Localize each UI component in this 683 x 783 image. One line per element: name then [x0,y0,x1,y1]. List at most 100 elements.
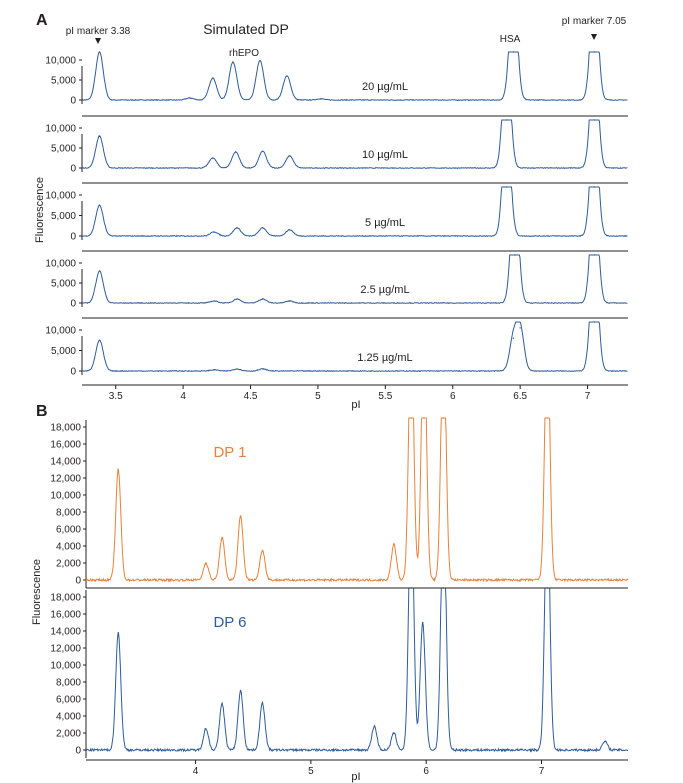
panel-b-series-1-peak-3 [239,689,242,692]
panel-a-series-4-peak-1 [213,369,215,371]
panel-b-series-0-peak-8 [442,417,445,419]
panel-a-y-tick-label: 0 [70,367,76,378]
panel-b-series-0-peak-0 [117,468,120,471]
panel-b-y-tick-label: 4,000 [56,712,81,723]
rhepo-label: rhEPO [229,48,259,59]
panel-b-y-tick-label: 6,000 [56,525,81,536]
panel-b-y-tick-label: 12,000 [50,644,81,655]
panel-b-x-label: pI [351,771,360,783]
panel-a-series-0-peak-7 [512,51,515,53]
panel-b-y-tick-label: 4,000 [56,542,81,553]
panel-b-series-0-peak-9 [546,417,548,419]
panel-a-series-2-peak-1 [213,231,215,233]
panel-b-series-1-peak-0 [117,632,120,634]
panel-b-y-label: Fluorescence [31,559,43,625]
panel-a-y-tick-label: 10,000 [45,56,76,67]
panel-a-y-tick-label: 5,000 [51,346,76,357]
panel-a-title: Simulated DP [203,21,289,37]
panel-b-y-tick-label: 16,000 [50,440,81,451]
panel-a-series-2-peak-0 [98,204,101,206]
panel-a-series-label: 10 µg/mL [362,149,408,161]
panel-b-y-tick-label: 8,000 [56,678,81,689]
panel-a-x-label: pI [351,399,360,411]
panel-b-series-0-peak-1 [205,562,207,564]
panel-a-row-1: 10,000 5,000 0 10 µg/mL [45,115,628,175]
panel-b-x-tick-label: 7 [539,766,545,777]
panel-a-series-line-4 [81,321,628,373]
panel-b-y-tick-label: 16,000 [50,610,81,621]
panel-a-x-tick-label: 3.5 [109,391,123,402]
panel-b-y-tick-label: 14,000 [50,627,81,638]
panel-a-x-tick-label: 7 [585,391,591,402]
pi-marker-high-label: pI marker 7.05 [562,16,627,27]
panel-a-x-tick-label: 4 [180,391,186,402]
panel-a-series-label: 5 µg/mL [365,217,405,229]
panel-a-series-label: 1.25 µg/mL [357,352,412,364]
panel-a-series-line-0 [81,51,628,102]
panel-a-series-2-peak-5 [506,186,508,188]
panel-b-y-tick-label: 6,000 [56,695,81,706]
panel-b-series-1-peak-5 [373,725,375,727]
panel-b-series-0-peak-2 [221,536,223,539]
pi-marker-low-arrow [95,38,101,44]
panel-a-series-0-peak-4 [259,60,261,62]
panel-a-series-1-peak-6 [593,119,595,121]
panel-a-series-0-peak-3 [232,61,234,63]
panel-a-series-4-peak-4 [512,337,515,339]
panel-b-y-tick-label: 0 [75,576,81,587]
panel-a-series-0-peak-1 [189,97,191,99]
panel-a-series-3-peak-3 [262,298,264,300]
panel-b-y-tick-label: 18,000 [50,593,81,604]
panel-a-series-3-peak-1 [213,300,215,302]
panel-a-series-2-peak-2 [236,227,238,229]
panel-a-series-0-peak-5 [286,75,288,77]
panel-b-x-tick-label: 6 [423,766,429,777]
panel-a-row-0: 10,000 5,000 0 20 µg/mL [45,51,628,107]
panel-b-y-tick-label: 0 [75,746,81,757]
panel-a-y-tick-label: 0 [70,164,76,175]
panel-a-y-tick-label: 5,000 [51,211,76,222]
panel-a-series-2-peak-3 [262,227,264,229]
panel-b-series-1-peak-1 [205,728,207,730]
panel-b-series-line-1 [85,587,629,753]
panel-b-y-tick-label: 14,000 [50,457,81,468]
panel-a-series-0-peak-6 [319,98,322,100]
panel-b-y-tick-label: 8,000 [56,508,81,519]
panel-label-a: A [36,12,48,29]
panel-b-y-tick-label: 2,000 [56,559,81,570]
panel-a-series-1-peak-0 [98,135,101,137]
panel-a-series-2-peak-6 [593,186,595,188]
panel-b-y-tick-label: 2,000 [56,729,81,740]
panel-a-series-4-peak-3 [262,368,264,370]
panel-a-x-tick-label: 6.5 [513,391,527,402]
panel-a-series-3-peak-0 [98,270,101,272]
panel-b-series-1-peak-11 [604,740,606,743]
panel-a-series-1-peak-1 [212,157,214,159]
panel-a-y-tick-label: 5,000 [51,144,76,155]
panel-a-x-tick-label: 5 [315,391,321,402]
panel-a-y-tick-label: 5,000 [51,279,76,290]
panel-b-y-tick-label: 18,000 [50,423,81,434]
panel-a-series-1-peak-2 [235,151,237,153]
panel-a-series-0-peak-2 [212,77,214,79]
panel-a-series-line-1 [81,119,628,170]
pi-marker-low-label: pI marker 3.38 [66,26,131,37]
panel-b-series-label: DP 1 [213,444,246,461]
panel-a-series-label: 2.5 µg/mL [360,284,409,296]
panel-b-series-line-0 [85,417,629,583]
panel-a-row-4: 10,000 5,000 0 1.25 µg/mL [45,317,628,378]
panel-a-series-3-peak-6 [593,254,595,256]
pi-marker-high-arrow [591,34,597,40]
panel-a-y-label: Fluorescence [34,177,46,243]
panel-b-pane-1: 18,000 16,000 14,000 12,000 10,000 8,000 6,000… [50,587,629,758]
panel-a-series-line-2 [81,186,628,238]
panel-b-series-0-peak-3 [239,515,242,517]
panel-b-series-1-peak-8 [422,621,424,624]
panel-a-y-tick-label: 0 [70,299,76,310]
panel-a-series-2-peak-4 [288,229,291,231]
panel-a-y-tick-label: 10,000 [45,326,76,337]
panel-a-series-0-peak-8 [593,51,595,53]
panel-b-series-1-peak-6 [393,732,395,734]
panel-b-series-label: DP 6 [213,614,246,631]
